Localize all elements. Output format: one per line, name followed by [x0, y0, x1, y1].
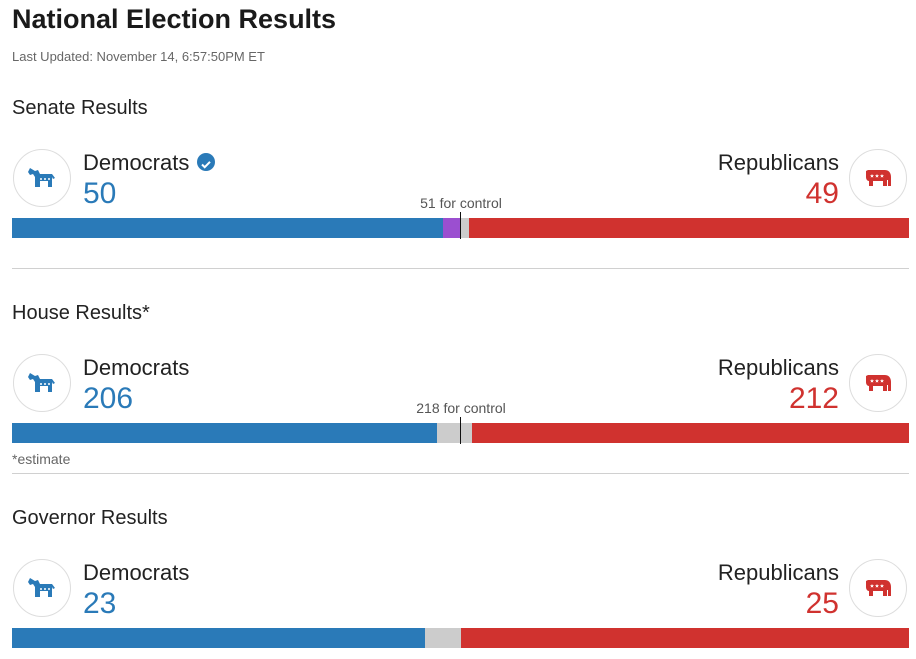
governor-dem-label: Democrats — [83, 560, 190, 585]
governor-title: Governor Results — [12, 507, 168, 529]
senate-dem-segment — [12, 218, 443, 238]
senate-dem-count: 50 — [83, 177, 117, 210]
donkey-icon — [13, 559, 71, 617]
donkey-icon — [13, 354, 71, 412]
governor-seat-bar — [12, 628, 909, 648]
governor-rep-count: 25 — [805, 587, 839, 620]
governor-dem-count: 23 — [83, 587, 117, 620]
senate-independent-segment — [443, 218, 460, 238]
house-rep-label: Republicans — [717, 355, 839, 380]
elephant-icon — [849, 149, 907, 207]
house-title: House Results* — [12, 302, 150, 324]
page-title: National Election Results — [12, 4, 337, 34]
governor-undecided-segment — [425, 628, 461, 648]
house-dem-label: Democrats — [83, 355, 190, 380]
senate-rep-count: 49 — [805, 177, 839, 210]
elephant-icon — [849, 559, 907, 617]
section-divider — [12, 473, 909, 474]
last-updated-timestamp: Last Updated: November 14, 6:57:50PM ET — [12, 49, 265, 64]
house-control-label: 218 for control — [416, 400, 506, 416]
senate-rep-label: Republicans — [717, 150, 839, 175]
house-dem-segment — [12, 423, 437, 443]
governor-dem-segment — [12, 628, 425, 648]
governor-rep-segment — [461, 628, 909, 648]
house-control-marker — [460, 417, 461, 444]
house-undecided-segment — [437, 423, 472, 443]
senate-dem-label: Democrats — [83, 150, 216, 176]
verified-check-icon — [197, 153, 216, 172]
elephant-icon — [849, 354, 907, 412]
house-rep-segment — [472, 423, 909, 443]
senate-rep-segment — [469, 218, 909, 238]
house-dem-count: 206 — [83, 382, 134, 415]
senate-control-marker — [460, 212, 461, 239]
governor-rep-label: Republicans — [717, 560, 839, 585]
house-footnote: *estimate — [12, 451, 71, 467]
senate-undecided-segment — [460, 218, 469, 238]
senate-control-label: 51 for control — [420, 195, 502, 211]
donkey-icon — [13, 149, 71, 207]
section-divider — [12, 268, 909, 269]
senate-title: Senate Results — [12, 97, 148, 119]
house-rep-count: 212 — [788, 382, 839, 415]
